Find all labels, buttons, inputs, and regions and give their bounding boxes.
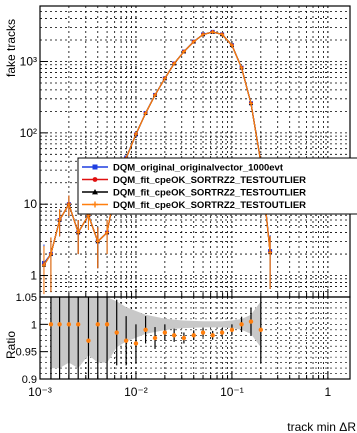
legend-label: DQM_fit_cpeOK_SORTRZ2_TESTOUTLIER <box>113 188 306 199</box>
y-tick-label: 10 <box>24 197 38 211</box>
data-point <box>210 30 215 35</box>
main-plot-frame <box>39 5 351 298</box>
ratio-y-tick-label: 0.95 <box>16 347 37 359</box>
legend-marker <box>92 201 98 208</box>
ratio-point <box>95 322 100 327</box>
data-point <box>48 252 53 257</box>
ratio-point <box>48 322 54 327</box>
ratio-uncertainty-band <box>50 297 261 369</box>
data-point <box>143 111 148 116</box>
ratio-y-tick-label: 1.05 <box>16 292 37 304</box>
ratio-point <box>152 335 158 341</box>
y-tick-label: 1 <box>30 269 37 283</box>
x-axis-label: track min ΔR <box>287 420 356 433</box>
tick-labels: 1 10 10² 10³ 0.9 0.95 1 1.05 10⁻³ 10⁻² 10⁻¹ 1 <box>16 55 332 399</box>
legend-box <box>77 157 357 215</box>
data-point <box>181 49 186 54</box>
ratio-point <box>143 327 148 332</box>
legend-marker <box>92 177 98 182</box>
legend-label: DQM_fit_cpeOK_SORTRZ2_TESTOUTLIER <box>113 175 306 186</box>
ratio-point <box>104 322 110 327</box>
x-tick-label: 10⁻³ <box>28 385 52 399</box>
ratio-point <box>219 330 225 335</box>
ratio-y-tick-label: 1 <box>31 319 37 331</box>
data-point <box>172 61 177 66</box>
y-axis-label: fake tracks <box>4 19 18 77</box>
ratio-band <box>50 297 261 369</box>
ratio-y-axis-label: Ratio <box>4 331 18 359</box>
data-point <box>66 202 71 207</box>
ratio-point <box>191 333 196 338</box>
ratio-point <box>248 319 254 324</box>
ratio-point <box>200 330 206 335</box>
data-point <box>153 93 158 98</box>
legend-marker <box>92 189 98 195</box>
ratio-plot-frame <box>39 296 351 380</box>
ratio-point <box>57 322 62 327</box>
x-tick-label: 1 <box>325 385 332 399</box>
ratio-point <box>229 327 235 332</box>
ratio-point <box>258 327 264 332</box>
data-point <box>268 250 273 255</box>
data-point <box>191 39 196 44</box>
data-point <box>239 65 244 70</box>
y-tick-label: 10² <box>20 126 37 140</box>
data-point <box>41 263 46 268</box>
data-point <box>229 43 234 48</box>
data-point <box>201 32 206 37</box>
ratio-point <box>239 322 244 327</box>
data-point <box>162 76 167 81</box>
data-point <box>76 230 81 235</box>
data-point <box>95 239 100 244</box>
ratio-point <box>162 330 168 335</box>
ratio-point <box>181 335 187 341</box>
legend: DQM_original_originalvector_1000evtDQM_f… <box>77 157 357 215</box>
data-point <box>105 230 110 235</box>
x-tick-label: 10⁻² <box>124 385 148 399</box>
legend-marker <box>92 164 98 170</box>
plot-frames <box>39 5 351 380</box>
ratio-point <box>210 333 215 338</box>
data-point <box>133 132 138 137</box>
legend-label: DQM_fit_cpeOK_SORTRZ2_TESTOUTLIER <box>113 200 306 211</box>
data-point <box>220 32 225 37</box>
ratio-y-tick-label: 0.9 <box>22 374 37 386</box>
legend-label: DQM_original_originalvector_1000evt <box>113 163 284 174</box>
x-tick-label: 10⁻¹ <box>220 385 244 399</box>
y-tick-label: 10³ <box>20 55 37 69</box>
data-point <box>57 218 62 223</box>
ratio-point <box>123 338 129 343</box>
ratio-point <box>66 322 72 327</box>
ratio-point <box>171 333 177 338</box>
ratio-point <box>75 322 81 327</box>
ratio-point <box>114 330 119 335</box>
ratio-point <box>133 341 139 346</box>
data-point <box>248 101 253 106</box>
ratio-point <box>86 338 91 343</box>
